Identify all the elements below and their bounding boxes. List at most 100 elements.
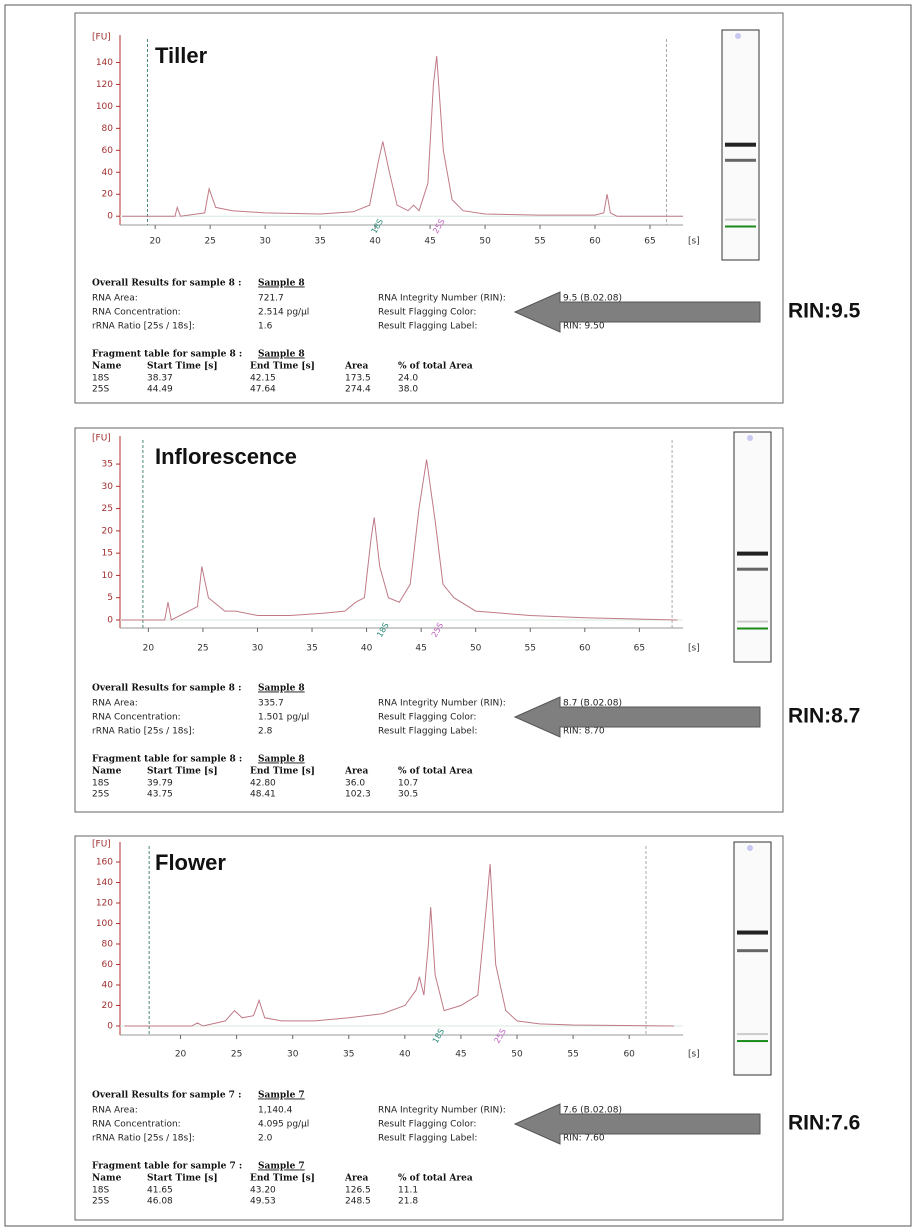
result-cell: rRNA Ratio [25s / 18s]: [92, 322, 195, 332]
y-tick-label: 160 [96, 857, 113, 867]
fragment-cell: 44.49 [147, 385, 173, 395]
column-header: Area [344, 362, 368, 372]
results-heading: Overall Results for sample 8 : [92, 684, 241, 694]
result-cell: rRNA Ratio [25s / 18s]: [92, 1134, 195, 1144]
title: Inflorescence [155, 444, 297, 469]
callout-label: RIN:7.6 [788, 1112, 860, 1135]
fragment-cell: 102.3 [345, 790, 371, 800]
x-tick-label: 50 [511, 1050, 523, 1060]
result-cell: 721.7 [258, 294, 284, 304]
fragment-cell: 48.41 [250, 790, 276, 800]
fragment-heading: Fragment table for sample 7 : [92, 1162, 242, 1172]
x-tick-label: 25 [231, 1050, 242, 1060]
x-axis-label: [s] [688, 237, 700, 247]
fragment-cell: 39.79 [147, 779, 173, 789]
y-tick-label: 10 [102, 571, 114, 581]
title: Tiller [155, 43, 208, 68]
gel-band [737, 931, 768, 935]
y-tick-label: 20 [102, 190, 114, 200]
result-cell: 2.514 pg/µl [258, 308, 309, 318]
fragment-sample-link: Sample 7 [258, 1162, 305, 1172]
panel-frame [75, 13, 783, 403]
sample-link: Sample 7 [258, 1091, 305, 1101]
column-header: Area [344, 1174, 368, 1184]
callout-label: RIN:9.5 [788, 300, 861, 323]
result-cell: Result Flagging Color: [378, 308, 476, 318]
gel-band [737, 568, 768, 571]
column-header: End Time [s] [250, 767, 315, 777]
fragment-cell: 24.0 [398, 374, 418, 384]
x-axis-label: [s] [688, 1050, 700, 1060]
y-tick-label: 140 [96, 58, 113, 68]
fragment-cell: 11.1 [398, 1186, 418, 1196]
x-tick-label: 40 [361, 644, 373, 654]
y-axis-label: [FU] [92, 840, 111, 850]
x-tick-label: 35 [314, 237, 325, 247]
result-cell: RNA Concentration: [92, 713, 181, 723]
result-cell: RNA Area: [92, 699, 138, 709]
x-tick-label: 20 [175, 1050, 187, 1060]
fragment-cell: 173.5 [345, 374, 371, 384]
column-header: Name [92, 767, 122, 777]
y-tick-label: 60 [102, 960, 114, 970]
x-tick-label: 30 [252, 644, 264, 654]
gel-lower-marker [737, 1040, 768, 1042]
y-tick-label: 40 [102, 168, 114, 178]
fragment-cell: 42.80 [250, 779, 276, 789]
result-cell: 2.0 [258, 1134, 273, 1144]
result-cell: RIN: 8.70 [563, 727, 605, 737]
x-axis-label: [s] [688, 644, 700, 654]
column-header: % of total Area [398, 767, 473, 777]
result-cell: 1.6 [258, 322, 273, 332]
x-tick-label: 55 [567, 1050, 578, 1060]
x-tick-label: 60 [589, 237, 601, 247]
y-tick-label: 60 [102, 146, 114, 156]
y-tick-label: 0 [107, 212, 113, 222]
fragment-cell: 30.5 [398, 790, 418, 800]
fragment-sample-link: Sample 8 [258, 755, 305, 765]
column-header: End Time [s] [250, 362, 315, 372]
result-cell: 4.095 pg/µl [258, 1120, 309, 1130]
result-cell: 2.8 [258, 727, 273, 737]
column-header: Start Time [s] [147, 1174, 218, 1184]
x-tick-label: 55 [525, 644, 536, 654]
results-heading: Overall Results for sample 7 : [92, 1091, 241, 1101]
result-cell: RNA Concentration: [92, 1120, 181, 1130]
x-tick-label: 40 [369, 237, 381, 247]
y-tick-label: 20 [102, 1001, 114, 1011]
y-tick-label: 20 [102, 526, 114, 536]
result-cell: RNA Area: [92, 1106, 138, 1116]
gel-shadow [725, 219, 756, 221]
fragment-cell: 18S [92, 1186, 109, 1196]
y-tick-label: 0 [107, 1021, 113, 1031]
result-cell: RNA Integrity Number (RIN): [378, 699, 506, 709]
y-tick-label: 15 [102, 549, 113, 559]
fragment-cell: 274.4 [345, 385, 371, 395]
y-tick-label: 40 [102, 980, 114, 990]
fragment-cell: 10.7 [398, 779, 418, 789]
gel-shadow [737, 621, 768, 623]
y-tick-label: 0 [107, 615, 113, 625]
results-heading: Overall Results for sample 8 : [92, 279, 241, 289]
column-header: Start Time [s] [147, 362, 218, 372]
column-header: Start Time [s] [147, 767, 218, 777]
x-tick-label: 50 [470, 644, 482, 654]
gel-lower-marker [737, 628, 768, 630]
fragment-cell: 18S [92, 779, 109, 789]
sample-link: Sample 8 [258, 684, 305, 694]
column-header: Area [344, 767, 368, 777]
result-cell: Result Flagging Color: [378, 1120, 476, 1130]
fragment-cell: 126.5 [345, 1186, 371, 1196]
result-cell: RIN: 9.50 [563, 322, 605, 332]
fragment-cell: 47.64 [250, 385, 276, 395]
x-tick-label: 45 [415, 644, 426, 654]
gel-band [725, 159, 756, 162]
x-tick-label: 65 [644, 237, 655, 247]
gel-band [725, 143, 756, 147]
result-cell: RIN: 7.60 [563, 1134, 605, 1144]
column-header: Name [92, 1174, 122, 1184]
result-cell: rRNA Ratio [25s / 18s]: [92, 727, 195, 737]
fragment-cell: 46.08 [147, 1197, 173, 1207]
x-tick-label: 45 [424, 237, 435, 247]
y-axis-label: [FU] [92, 434, 111, 444]
